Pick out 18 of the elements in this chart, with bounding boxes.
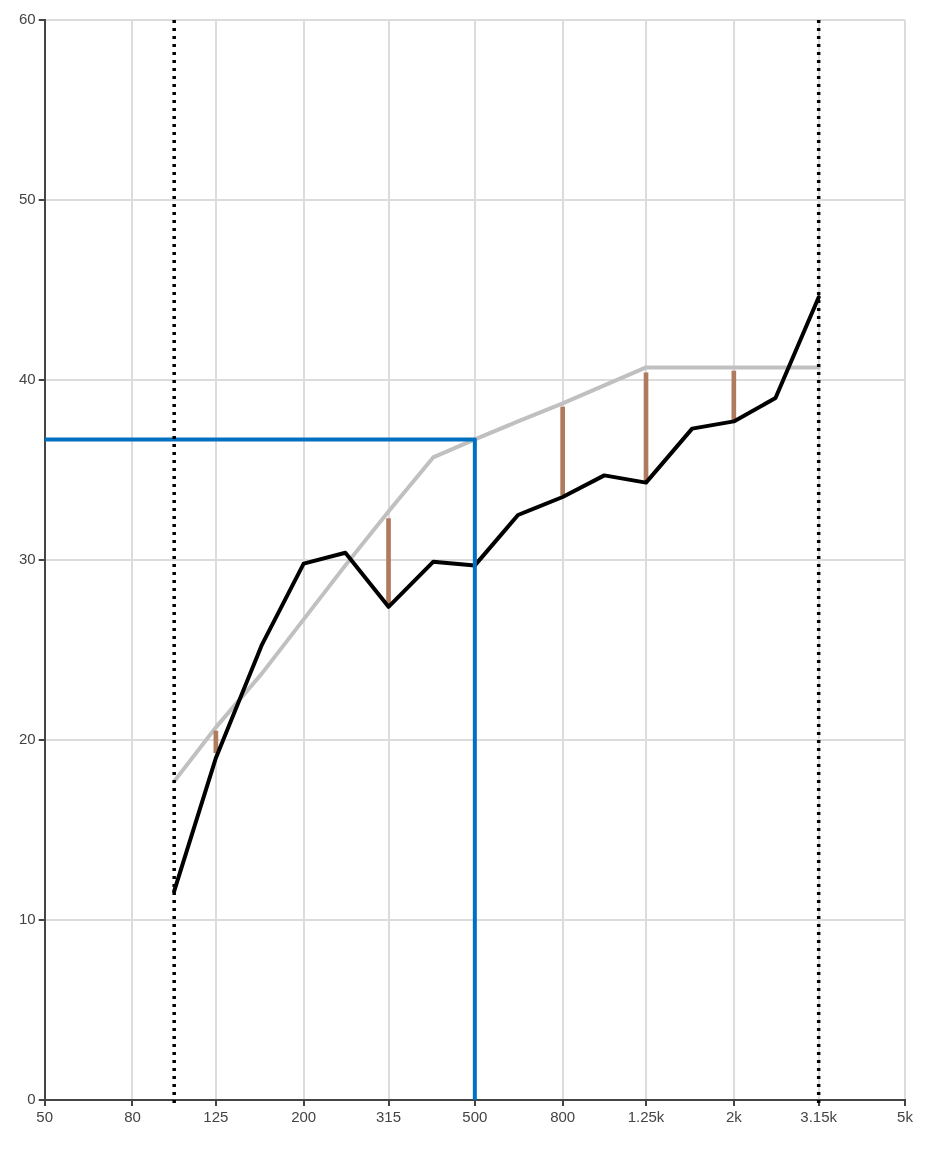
y-tick-label: 10 (19, 910, 36, 928)
x-tick-label: 125 (203, 1108, 229, 1126)
x-tick-label: 50 (36, 1108, 54, 1126)
x-tick-label: 80 (124, 1108, 141, 1126)
x-tick-label: 1.25k (627, 1108, 665, 1126)
x-tick-label: 315 (376, 1108, 402, 1126)
x-tick-label: 200 (291, 1108, 317, 1126)
y-tick-label: 0 (27, 1090, 36, 1108)
y-tick-label: 40 (19, 370, 36, 388)
y-tick-label: 50 (19, 190, 36, 208)
y-tick-label: 30 (19, 550, 36, 568)
x-tick-label: 800 (550, 1108, 576, 1126)
y-tick-label: 20 (19, 730, 36, 748)
x-tick-label: 500 (462, 1108, 488, 1126)
x-tick-label: 5k (897, 1108, 914, 1126)
x-tick-label: 2k (725, 1108, 743, 1126)
x-tick-label: 3.15k (800, 1108, 838, 1126)
y-tick-label: 60 (19, 10, 36, 28)
